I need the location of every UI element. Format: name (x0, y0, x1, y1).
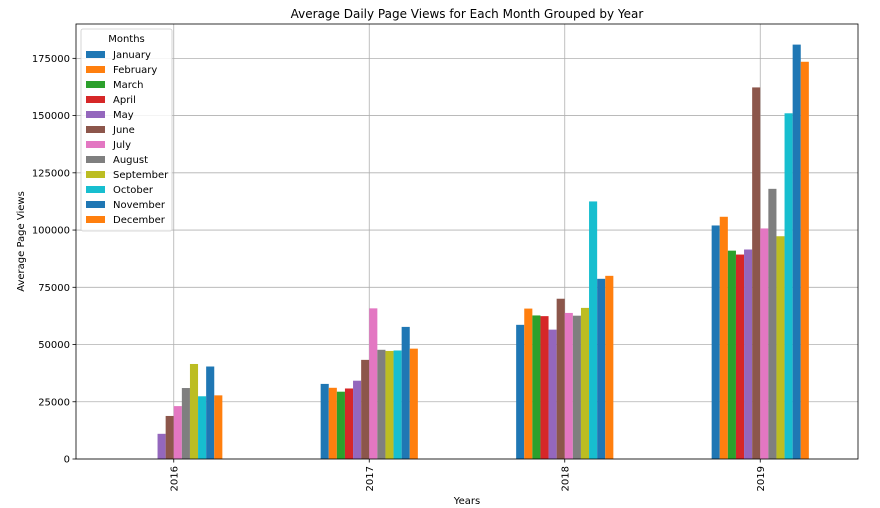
legend-entry: November (113, 200, 166, 211)
legend-entry: July (112, 140, 131, 151)
legend-entry: April (113, 95, 136, 106)
legend-entry: September (113, 170, 169, 181)
bar (556, 298, 565, 459)
legend-entry: October (113, 185, 154, 196)
x-axis-title: Years (453, 496, 480, 507)
bar (369, 308, 378, 459)
y-tick-label: 150000 (32, 111, 70, 122)
bar (784, 113, 793, 459)
bar (181, 388, 190, 459)
legend-box (80, 28, 173, 232)
y-tick-label: 75000 (38, 283, 70, 294)
legend-swatch (86, 66, 105, 73)
bar (344, 388, 354, 459)
y-tick-label: 175000 (32, 54, 70, 65)
bar (157, 433, 166, 459)
legend-entry: March (113, 80, 143, 91)
bar (401, 326, 410, 459)
x-tick-label: 2018 (560, 466, 571, 491)
y-axis: 0 25000 50000 75000 100000 125000 150000 175000 (32, 54, 76, 466)
bar (524, 308, 533, 459)
legend-swatch (86, 201, 105, 208)
bar (320, 383, 329, 459)
bar (572, 315, 581, 459)
bar (532, 315, 541, 459)
legend-swatch (86, 126, 105, 133)
bar (580, 307, 590, 459)
bar (173, 406, 182, 459)
legend-swatch (86, 171, 105, 178)
y-tick-label: 25000 (38, 397, 70, 408)
x-tick-label: 2017 (365, 466, 376, 491)
bar (597, 278, 606, 459)
legend-swatch (86, 51, 105, 58)
y-tick-label: 100000 (32, 226, 70, 237)
legend-swatch (86, 156, 105, 163)
bar (768, 188, 777, 459)
bar (800, 61, 809, 460)
bar (377, 349, 386, 459)
legend-swatch (86, 111, 105, 118)
x-axis: 2016 2017 2018 2019 (169, 459, 767, 491)
legend-swatch (86, 141, 105, 148)
bar (361, 359, 370, 459)
chart-title: Average Daily Page Views for Each Month … (291, 7, 644, 21)
bar (752, 87, 761, 459)
bar (564, 312, 573, 459)
legend-entry: February (113, 65, 157, 76)
bar (165, 415, 174, 459)
bar (548, 329, 557, 459)
bar (336, 391, 345, 459)
bar (589, 201, 598, 459)
legend-entry: December (113, 215, 166, 226)
bar (744, 249, 753, 459)
bar (776, 236, 785, 459)
bar (409, 348, 418, 459)
legend-entry: August (113, 155, 148, 166)
legend: Months January February March April May June Ju… (80, 28, 173, 232)
bar (516, 324, 525, 459)
bar (328, 387, 337, 459)
bar (393, 350, 402, 459)
bar (605, 275, 614, 459)
bar (189, 363, 199, 459)
bar (214, 395, 223, 459)
y-axis-title: Average Page Views (16, 191, 27, 292)
legend-swatch (86, 96, 105, 103)
bar (353, 380, 362, 459)
bar (198, 396, 207, 459)
bar (540, 316, 549, 459)
y-tick-label: 0 (64, 455, 70, 466)
bar (206, 366, 215, 459)
legend-entry: January (112, 50, 151, 61)
legend-swatch (86, 81, 105, 88)
bar (711, 225, 720, 459)
legend-title: Months (108, 34, 145, 45)
legend-entry: June (112, 125, 135, 136)
bar (385, 350, 394, 459)
x-tick-label: 2019 (756, 466, 767, 491)
x-tick-label: 2016 (169, 466, 180, 491)
bar (760, 228, 769, 459)
bars (157, 44, 809, 460)
legend-swatch (86, 186, 105, 193)
y-tick-label: 125000 (32, 168, 70, 179)
legend-entry: May (113, 110, 134, 121)
plot-frame (75, 23, 859, 460)
bar (727, 250, 736, 459)
legend-swatch (86, 216, 105, 223)
y-tick-label: 50000 (38, 340, 70, 351)
bar (792, 44, 801, 460)
bar (719, 216, 728, 459)
bar (735, 254, 745, 459)
